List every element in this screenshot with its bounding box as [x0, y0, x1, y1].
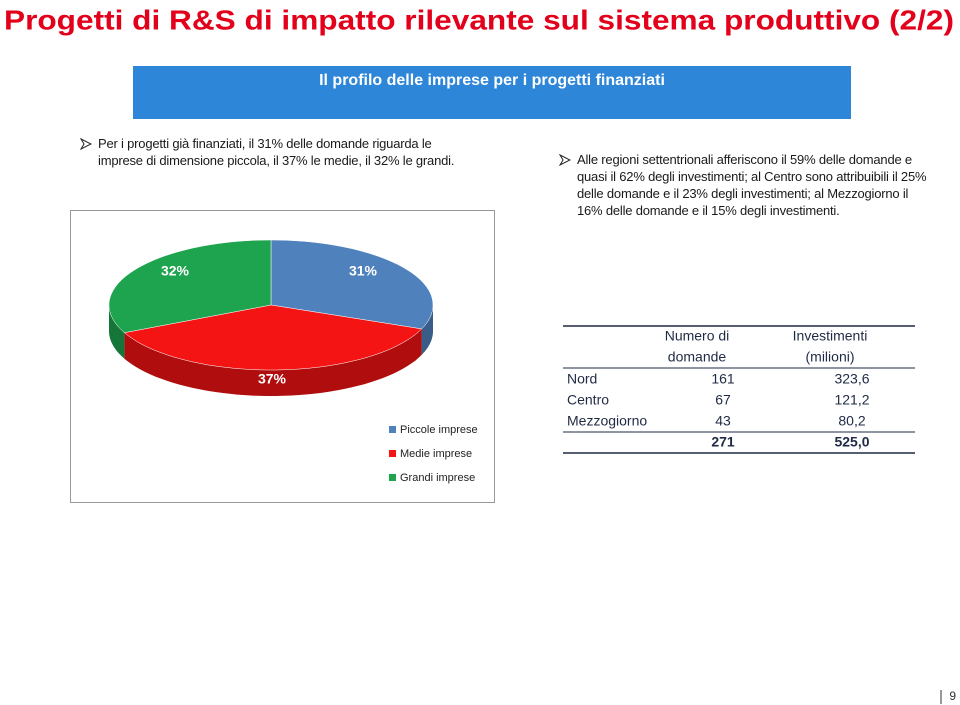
table-cell: 43: [715, 413, 731, 429]
table-row-label: Centro: [567, 392, 609, 408]
legend: Piccole imprese Medie imprese Grandi impre…: [389, 424, 478, 484]
legend-swatch: [389, 474, 396, 481]
page-number: 9: [949, 689, 956, 703]
table-header: domande: [668, 349, 727, 365]
table-total: 525,0: [834, 434, 869, 450]
table-cell: 121,2: [834, 392, 869, 408]
pie: 31% 37% 32%: [108, 239, 434, 396]
bullet: Alle regioni settentrionali afferiscono …: [559, 151, 932, 219]
table-cell: 67: [715, 392, 731, 408]
table-cell: 80,2: [838, 413, 865, 429]
banner: [133, 66, 851, 119]
bullet: Per i progetti già finanziati, il 31% de…: [80, 135, 468, 169]
table: Numero di domande Investimenti (milioni) Nor…: [563, 325, 915, 454]
legend-label: Medie imprese: [400, 448, 472, 460]
banner-text: Il profilo delle imprese per i progetti …: [319, 72, 665, 89]
slice: [108, 239, 272, 333]
bullet-arrow: [559, 154, 571, 166]
data-label: 37%: [258, 371, 287, 387]
slice-side: [124, 328, 422, 396]
table-cell: 161: [711, 371, 735, 387]
bullet-text: Alle regioni settentrionali afferiscono …: [577, 152, 927, 218]
legend-swatch: [389, 426, 396, 433]
table-cell: 323,6: [834, 371, 869, 387]
table-row-label: Nord: [567, 371, 597, 387]
data-label: 32%: [161, 263, 190, 279]
bullet-arrow: [80, 138, 92, 150]
slice-side: [109, 305, 125, 359]
table-header: Numero di: [665, 328, 730, 344]
legend-label: Grandi imprese: [400, 472, 475, 484]
slice: [270, 239, 434, 330]
legend-swatch: [389, 450, 396, 457]
slice: [123, 304, 423, 371]
data-label: 31%: [349, 263, 378, 279]
table-total: 271: [711, 434, 735, 450]
table-header: (milioni): [806, 349, 855, 365]
legend-label: Piccole imprese: [400, 424, 478, 436]
table-row-label: Mezzogiorno: [567, 413, 647, 429]
table-header: Investimenti: [793, 328, 868, 344]
title: Progetti di R&S di impatto rilevante sul…: [4, 4, 954, 35]
bullet-text: Per i progetti già finanziati, il 31% de…: [98, 136, 455, 168]
